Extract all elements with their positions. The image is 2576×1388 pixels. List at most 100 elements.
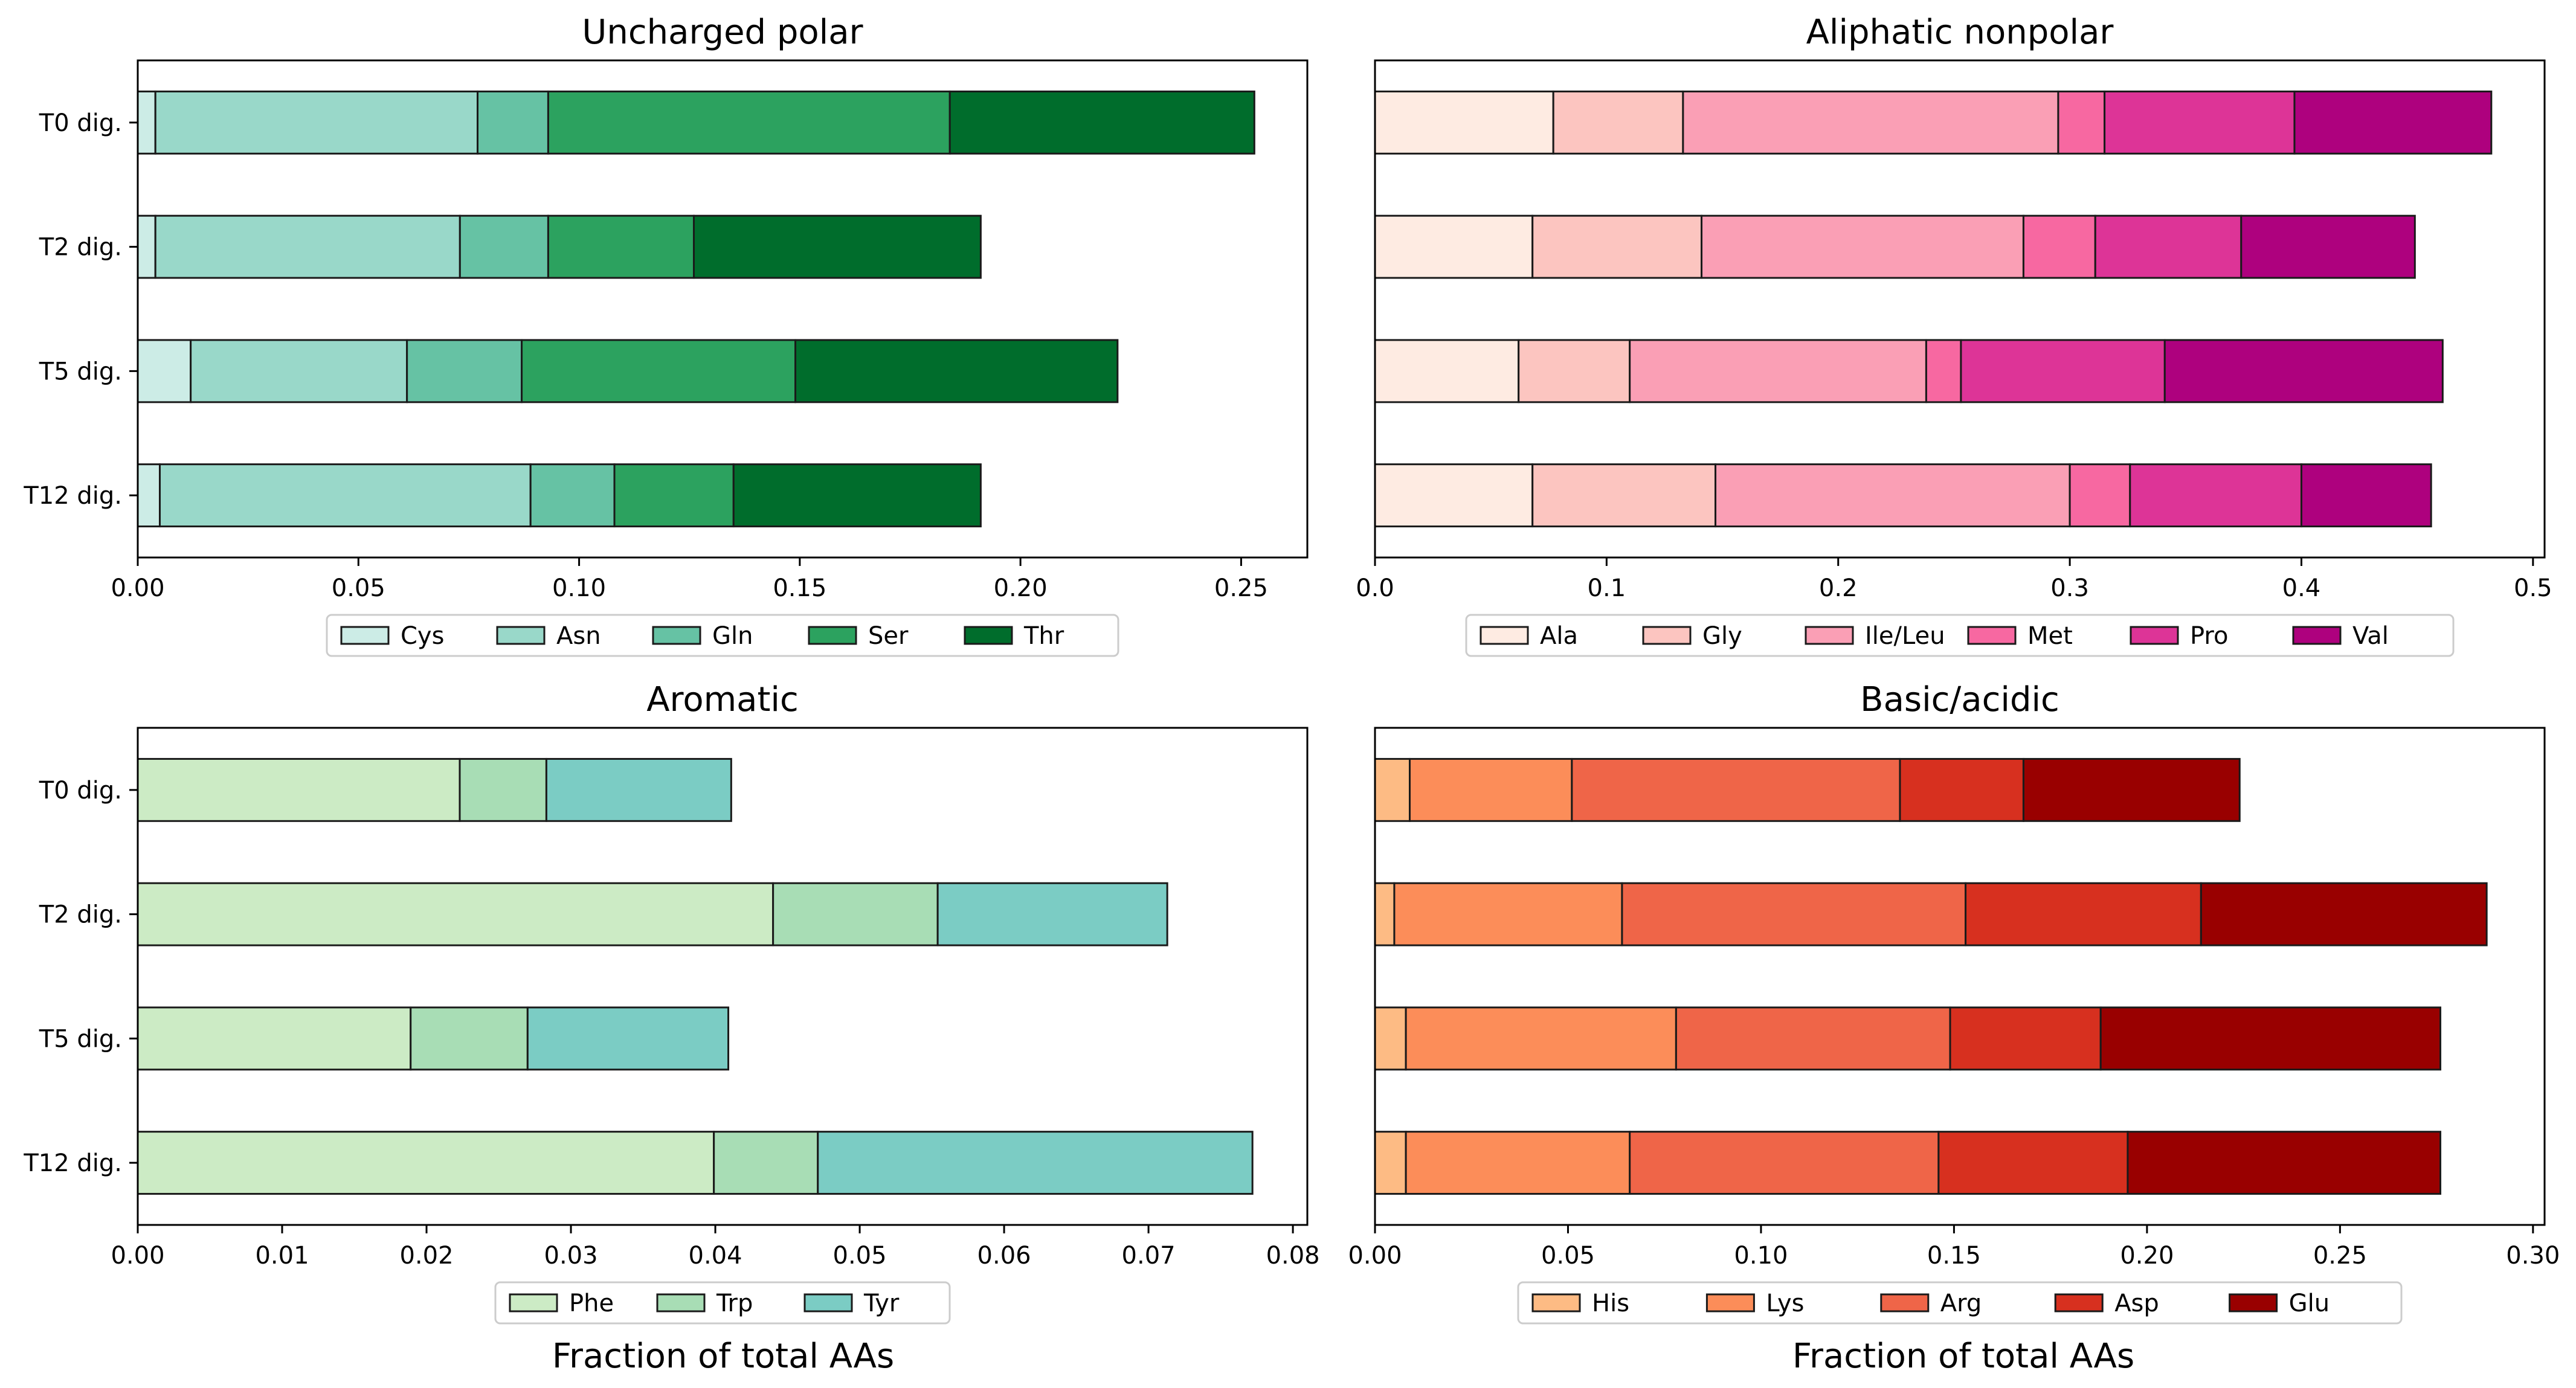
legend-label-trp: Trp — [716, 1290, 753, 1317]
bar-basic-acidic-t2-dig-his: His: 0.005 — [1374, 882, 1396, 946]
bar-aliphatic-nonpolar-t0-dig-ala: Ala: 0.077 — [1374, 90, 1554, 155]
legend-swatch-tyr — [803, 1293, 853, 1312]
x-tick-label-aliphatic-nonpolar-3: 0.3 — [2050, 574, 2089, 602]
bar-aliphatic-nonpolar-t5-dig-met: Met: 0.015 — [1925, 339, 1962, 403]
legend-swatch-thr — [964, 626, 1013, 645]
bar-aliphatic-nonpolar-t12-dig-ile-leu: Ile/Leu: 0.153 — [1715, 463, 2071, 528]
bar-basic-acidic-t2-dig-asp: Asp: 0.061 — [1965, 882, 2202, 946]
panel-aliphatic-nonpolar: Ala: 0.077Gly: 0.056Ile/Leu: 0.162Met: 0… — [1356, 13, 2552, 657]
bar-uncharged-polar-t12-dig-gln: Gln: 0.019 — [529, 463, 616, 528]
bar-aliphatic-nonpolar-t12-dig-gly: Gly: 0.079 — [1531, 463, 1717, 528]
chart-title-uncharged-polar: Uncharged polar — [582, 13, 863, 52]
legend-label-glu: Glu — [2289, 1290, 2330, 1317]
bar-uncharged-polar-t12-dig-asn: Asn: 0.084 — [159, 463, 532, 528]
x-tick-label-aromatic-1: 0.01 — [255, 1242, 309, 1270]
bar-aliphatic-nonpolar-t2-dig-ala: Ala: 0.068 — [1374, 214, 1534, 279]
y-tick-label-t0-dig: T0 dig. — [39, 777, 122, 805]
x-tick-label-aromatic-2: 0.02 — [399, 1242, 453, 1270]
legend-label-ile-leu: Ile/Leu — [1865, 622, 1945, 650]
legend-label-val: Val — [2352, 622, 2389, 650]
bar-uncharged-polar-t12-dig-ser: Ser: 0.027 — [613, 463, 735, 528]
x-tick-label-aromatic-5: 0.05 — [833, 1242, 887, 1270]
legend-label-cys: Cys — [401, 622, 444, 650]
bar-basic-acidic-t2-dig-arg: Arg: 0.089 — [1621, 882, 1967, 946]
x-tick-label-basic-acidic-5: 0.25 — [2313, 1242, 2367, 1270]
y-tick-label-t2-dig: T2 dig. — [39, 901, 122, 929]
bar-uncharged-polar-t0-dig-ser: Ser: 0.091 — [547, 90, 951, 155]
legend-label-gly: Gly — [1702, 622, 1742, 650]
legend-label-met: Met — [2027, 622, 2073, 650]
x-tick-label-aromatic-0: 0.00 — [111, 1242, 164, 1270]
legend-swatch-ala — [1480, 626, 1529, 645]
bar-aliphatic-nonpolar-t12-dig-ala: Ala: 0.068 — [1374, 463, 1534, 528]
x-tick-label-basic-acidic-2: 0.10 — [1734, 1242, 1788, 1270]
bar-uncharged-polar-t5-dig-asn: Asn: 0.049 — [190, 339, 408, 403]
x-tick-label-basic-acidic-3: 0.15 — [1927, 1242, 1981, 1270]
bar-basic-acidic-t5-dig-glu: Glu: 0.088 — [2099, 1006, 2441, 1071]
bar-basic-acidic-t0-dig-arg: Arg: 0.085 — [1571, 757, 1901, 822]
bar-basic-acidic-t0-dig-lys: Lys: 0.042 — [1409, 757, 1573, 822]
bar-aliphatic-nonpolar-t12-dig-val: Val: 0.056 — [2300, 463, 2432, 528]
y-tick-label-t5-dig: T5 dig. — [39, 1025, 122, 1053]
legend-swatch-asn — [496, 626, 546, 645]
legend-label-asn: Asn — [556, 622, 601, 650]
bar-aliphatic-nonpolar-t2-dig-val: Val: 0.075 — [2240, 214, 2416, 279]
legend-frame-aliphatic-nonpolar — [1465, 614, 2455, 657]
bar-aromatic-t5-dig-phe: Phe: 0.0189 — [137, 1006, 412, 1071]
bar-aliphatic-nonpolar-t2-dig-gly: Gly: 0.073 — [1531, 214, 1703, 279]
axes-frame-uncharged-polar — [137, 59, 1309, 559]
chart-title-aromatic: Aromatic — [646, 680, 799, 719]
x-tick-label-basic-acidic-4: 0.20 — [2120, 1242, 2174, 1270]
bar-basic-acidic-t5-dig-lys: Lys: 0.07 — [1405, 1006, 1677, 1071]
bar-aliphatic-nonpolar-t12-dig-pro: Pro: 0.074 — [2129, 463, 2302, 528]
bar-aromatic-t0-dig-tyr: Tyr: 0.0128 — [545, 757, 732, 822]
legend-label-asp: Asp — [2114, 1290, 2159, 1317]
legend-aliphatic-nonpolar: Ala Gly Ile/Leu Met Pro Val — [1465, 614, 2455, 657]
legend-swatch-met — [1967, 626, 2017, 645]
legend-swatch-asp — [2054, 1293, 2104, 1312]
legend-label-pro: Pro — [2190, 622, 2228, 650]
panel-basic-acidic: His: 0.009Lys: 0.042Arg: 0.085Asp: 0.032… — [1348, 680, 2560, 1325]
bar-aliphatic-nonpolar-t5-dig-gly: Gly: 0.048 — [1518, 339, 1631, 403]
x-tick-label-uncharged-polar-5: 0.25 — [1214, 574, 1268, 602]
legend-label-phe: Phe — [569, 1290, 614, 1317]
legend-swatch-ile-leu — [1805, 626, 1854, 645]
legend-swatch-lys — [1705, 1293, 1755, 1312]
legend-swatch-glu — [2229, 1293, 2278, 1312]
x-tick-label-uncharged-polar-3: 0.15 — [773, 574, 826, 602]
x-tick-label-basic-acidic-6: 0.30 — [2506, 1242, 2560, 1270]
legend-swatch-arg — [1880, 1293, 1930, 1312]
chart-title-basic-acidic: Basic/acidic — [1860, 680, 2059, 719]
x-tick-label-aromatic-8: 0.08 — [1266, 1242, 1320, 1270]
bar-basic-acidic-t0-dig-asp: Asp: 0.032 — [1899, 757, 2024, 822]
bar-basic-acidic-t5-dig-his: His: 0.008 — [1374, 1006, 1407, 1071]
x-axis-label-basic-acidic: Fraction of total AAs — [1792, 1337, 2134, 1376]
panel-aromatic: Phe: 0.0223Trp: 0.006Tyr: 0.0128 T0 dig. P… — [23, 680, 1320, 1325]
bar-aromatic-t2-dig-trp: Trp: 0.0114 — [772, 882, 939, 946]
bar-uncharged-polar-t12-dig-cys: Cys: 0.005 — [137, 463, 161, 528]
legend-label-gln: Gln — [712, 622, 753, 650]
bar-basic-acidic-t12-dig-arg: Arg: 0.08 — [1629, 1131, 1940, 1195]
axes-frame-aromatic — [137, 727, 1309, 1226]
legend-swatch-gln — [652, 626, 701, 645]
bar-uncharged-polar-t2-dig-gln: Gln: 0.02 — [459, 214, 549, 279]
bar-uncharged-polar-t2-dig-cys: Cys: 0.004 — [137, 214, 156, 279]
y-tick-label-t12-dig: T12 dig. — [23, 1149, 122, 1177]
bar-aromatic-t2-dig-tyr: Tyr: 0.0159 — [936, 882, 1168, 946]
bar-aromatic-t2-dig-phe: Phe: 0.044 — [137, 882, 774, 946]
bar-aliphatic-nonpolar-t0-dig-gly: Gly: 0.056 — [1552, 90, 1684, 155]
bar-uncharged-polar-t5-dig-cys: Cys: 0.012 — [137, 339, 192, 403]
x-tick-label-uncharged-polar-2: 0.10 — [552, 574, 606, 602]
axes-frame-aliphatic-nonpolar — [1374, 59, 2546, 559]
x-tick-label-aliphatic-nonpolar-5: 0.5 — [2514, 574, 2552, 602]
bar-basic-acidic-t5-dig-asp: Asp: 0.039 — [1949, 1006, 2102, 1071]
bar-basic-acidic-t5-dig-arg: Arg: 0.071 — [1675, 1006, 1951, 1071]
bar-aliphatic-nonpolar-t2-dig-met: Met: 0.031 — [2022, 214, 2096, 279]
legend-label-tyr: Tyr — [863, 1290, 900, 1317]
bar-aliphatic-nonpolar-t5-dig-ile-leu: Ile/Leu: 0.128 — [1629, 339, 1927, 403]
x-tick-label-basic-acidic-0: 0.00 — [1348, 1242, 1402, 1270]
bar-aliphatic-nonpolar-t5-dig-ala: Ala: 0.062 — [1374, 339, 1520, 403]
legend-swatch-his — [1531, 1293, 1581, 1312]
x-tick-label-basic-acidic-1: 0.05 — [1541, 1242, 1595, 1270]
